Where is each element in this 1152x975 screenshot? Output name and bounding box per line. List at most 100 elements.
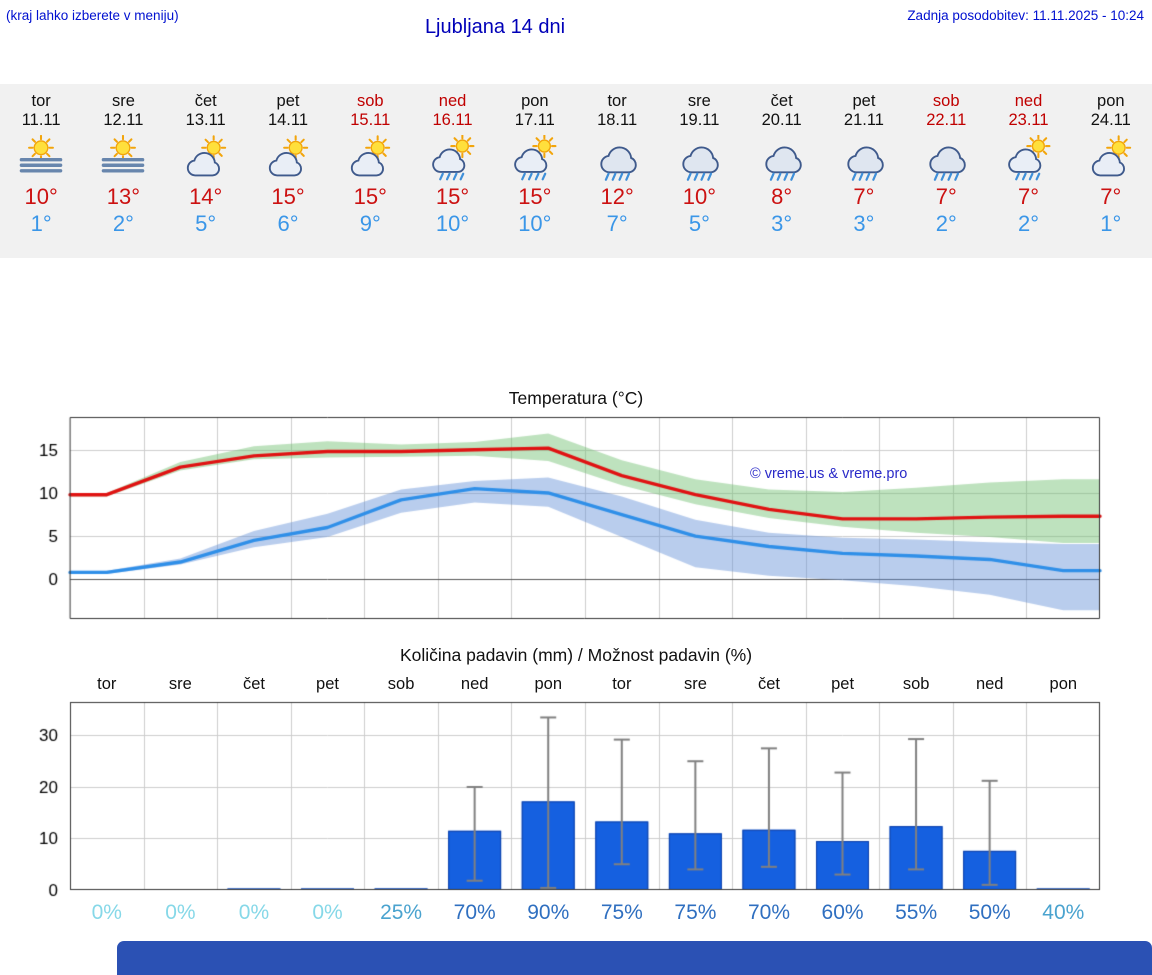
day-high-temp: 12° [600,184,634,209]
day-low-temp: 1° [30,211,52,236]
day-name: sre [687,92,711,110]
day-low-temp: 5° [195,211,217,236]
day-name: tor [31,92,51,110]
precip-probability: 0% [91,901,122,924]
day-high-temp: 7° [1017,184,1040,209]
day-low-temp: 6° [277,211,299,236]
precip-day-label: čet [242,675,265,693]
day-name: pon [1097,92,1125,110]
day-name: sob [356,92,384,110]
day-name: ned [438,92,467,110]
day-date: 12.11 [103,111,144,129]
day-low-temp: 10° [518,211,552,236]
weather-sun-fog-icon [12,134,70,181]
forecast-day-column: čet 13.11 14° 5° [165,84,247,258]
day-low-temp: 9° [359,211,381,236]
forecast-day-column: pon 24.11 7° 1° [1070,84,1152,258]
weather-partly-cloudy-icon [1082,135,1140,181]
forecast-strip: tor 11.11 10° 1° sre 12.11 13° 2° čet 13.11 14° 5° p… [0,84,1152,258]
weather-rain-icon [917,135,975,181]
day-date: 19.11 [679,111,720,129]
day-low-temp: 3° [771,211,793,236]
day-date: 15.11 [350,111,391,129]
day-date: 13.11 [185,111,226,129]
day-low-temp: 2° [1017,211,1040,236]
precip-probability: 0% [312,901,343,924]
day-name: pet [276,92,300,110]
day-low-temp: 1° [1100,211,1122,236]
day-date: 21.11 [843,111,884,129]
day-low-temp: 3° [853,211,875,236]
day-high-temp: 10° [682,184,717,209]
day-date: 11.11 [21,111,61,129]
precip-probability: 40% [1042,901,1085,924]
day-high-temp: 13° [106,184,141,209]
day-name: ned [1014,92,1043,110]
precip-day-label: pet [831,675,855,693]
day-date: 16.11 [432,111,473,129]
weather-rain-icon [588,135,646,181]
menu-hint: (kraj lahko izberete v meniju) [6,8,179,23]
weather-partly-cloudy-icon [341,135,399,181]
weather-partly-cloudy-icon [177,135,235,181]
weather-rain-icon [670,135,728,181]
forecast-day-column: tor 11.11 10° 1° [0,84,82,258]
precip-probability: 55% [895,901,938,924]
precip-probability: 70% [747,901,790,924]
last-updated: Zadnja posodobitev: 11.11.2025 - 10:24 [907,8,1144,23]
forecast-day-column: sre 19.11 10° 5° [658,84,740,258]
day-low-temp: 2° [112,211,134,236]
forecast-day-column: pet 21.11 7° 3° [823,84,905,258]
weather-sun-rain-icon [1000,133,1058,181]
precip-day-label: sre [168,675,192,693]
precip-probability: 75% [674,901,717,924]
day-high-temp: 15° [271,184,305,209]
forecast-day-column: sob 22.11 7° 2° [905,84,987,258]
precip-day-labels: tor sre čet pet sob ned pon tor sre čet pet sob ned p… [70,675,1100,694]
day-name: sre [111,92,135,110]
weather-sun-rain-icon [424,133,482,181]
day-high-temp: 15° [353,184,387,209]
day-high-temp: 8° [771,184,793,209]
weather-rain-icon [753,135,811,181]
day-date: 22.11 [926,111,967,129]
day-name: pon [521,92,549,110]
weather-rain-icon [835,135,893,181]
forecast-day-column: ned 23.11 7° 2° [987,84,1069,258]
temperature-chart [0,413,1152,627]
forecast-day-column: pet 14.11 15° 6° [247,84,329,258]
day-high-temp: 7° [1100,184,1122,209]
precip-probability: 50% [968,901,1011,924]
weather-sun-rain-icon [506,133,564,181]
precip-day-label: pon [534,675,563,693]
precip-probability: 25% [380,901,423,924]
precip-probability: 75% [600,901,643,924]
precip-day-label: sre [683,675,707,693]
precip-day-label: čet [757,675,780,693]
precip-probability: 90% [527,901,570,924]
weather-sun-fog-icon [94,134,152,181]
precip-probability-row: 0% 0% 0% 0% 25% 70% 90% 75% 75% 70% 60% 55% 50% 40% [70,901,1100,925]
bottom-banner[interactable] [117,941,1152,975]
precip-probability: 70% [453,901,496,924]
day-high-temp: 7° [853,184,875,209]
precip-probability: 60% [821,901,864,924]
precip-day-label: ned [460,675,489,693]
day-high-temp: 10° [24,184,58,209]
forecast-day-column: pon 17.11 15° 10° [494,84,576,258]
day-name: pet [852,92,876,110]
precip-day-label: tor [97,675,117,693]
day-low-temp: 7° [606,211,628,236]
precip-probability: 0% [165,901,196,924]
watermark: © vreme.us & vreme.pro [750,466,908,482]
day-date: 17.11 [514,111,555,129]
day-name: čet [770,92,793,110]
day-date: 14.11 [267,111,309,129]
precip-day-label: sob [902,675,930,693]
day-high-temp: 7° [935,184,957,209]
day-low-temp: 2° [935,211,957,236]
temperature-chart-title: Temperatura (°C) [508,388,644,408]
forecast-day-column: sre 12.11 13° 2° [82,84,164,258]
forecast-day-column: sob 15.11 15° 9° [329,84,411,258]
day-name: sob [932,92,960,110]
